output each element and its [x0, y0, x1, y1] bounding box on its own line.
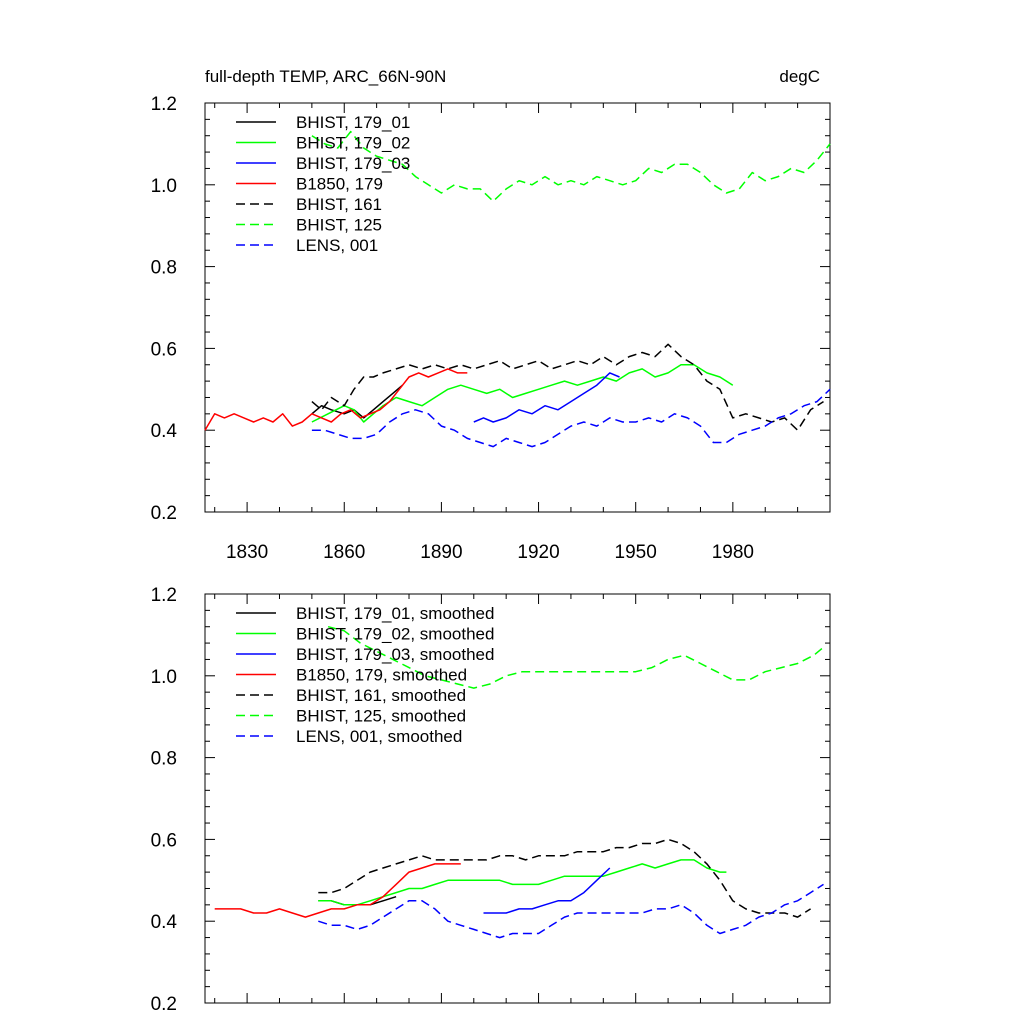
y-tick-label: 1.0	[151, 176, 177, 197]
legend-label: BHIST, 125, smoothed	[296, 707, 466, 726]
legend-label: BHIST, 179_03	[296, 154, 410, 173]
legend-label: BHIST, 161, smoothed	[296, 686, 466, 705]
legend-label: BHIST, 179_03, smoothed	[296, 645, 494, 664]
legend-label: LENS, 001	[296, 236, 378, 255]
series-line	[473, 372, 620, 423]
plot-frame	[204, 102, 831, 513]
y-tick-label: 1.2	[151, 585, 177, 606]
plot-frame	[204, 593, 831, 1004]
y-tick-label: 0.2	[151, 994, 177, 1015]
legend-label: BHIST, 179_01	[296, 113, 410, 132]
series-line	[318, 838, 812, 918]
y-tick-label: 0.2	[151, 503, 177, 524]
series-line	[311, 388, 831, 448]
series-line	[327, 625, 824, 689]
y-tick-label: 0.4	[151, 912, 178, 933]
series-line	[483, 867, 611, 914]
figure-units: degC	[779, 67, 820, 86]
legend-label: B1850, 179, smoothed	[296, 666, 467, 685]
x-tick-label: 1860	[323, 542, 365, 563]
series-line	[204, 368, 468, 431]
x-tick-label: 1950	[615, 542, 657, 563]
x-tick-label: 1920	[517, 542, 559, 563]
y-tick-label: 0.6	[151, 830, 177, 851]
y-tick-label: 0.6	[151, 339, 177, 360]
x-tick-label: 1890	[420, 542, 462, 563]
y-tick-label: 1.0	[151, 667, 177, 688]
series-line	[311, 384, 403, 419]
legend-label: LENS, 001, smoothed	[296, 727, 462, 746]
series-line	[318, 859, 727, 906]
legend-label: BHIST, 125	[296, 216, 382, 235]
chart-panel-top: 0.2 0.4 0.6 0.8 1.0 1.2 1830 1860 1890 1920 1950 19…	[151, 94, 831, 563]
series-line	[311, 343, 824, 431]
legend-label: BHIST, 161	[296, 195, 382, 214]
figure-title: full-depth TEMP, ARC_66N-90N	[205, 67, 446, 86]
series-line	[318, 883, 824, 939]
chart-panel-bottom: 0.2 0.4 0.6 0.8 1.0 1.2 BHIST, 179_01, smoothe…	[151, 585, 831, 1015]
legend-label: BHIST, 179_02, smoothed	[296, 625, 494, 644]
series-line	[214, 863, 461, 918]
legend-label: BHIST, 179_01, smoothed	[296, 604, 494, 623]
y-tick-label: 0.4	[151, 421, 178, 442]
legend-label: BHIST, 179_02	[296, 134, 410, 153]
x-tick-label: 1830	[226, 542, 268, 563]
y-tick-label: 1.2	[151, 94, 177, 115]
legend-label: B1850, 179	[296, 175, 383, 194]
series-line	[311, 364, 734, 423]
x-tick-label: 1980	[712, 542, 754, 563]
y-tick-label: 0.8	[151, 258, 177, 279]
series-line	[311, 130, 831, 202]
y-tick-label: 0.8	[151, 749, 177, 770]
